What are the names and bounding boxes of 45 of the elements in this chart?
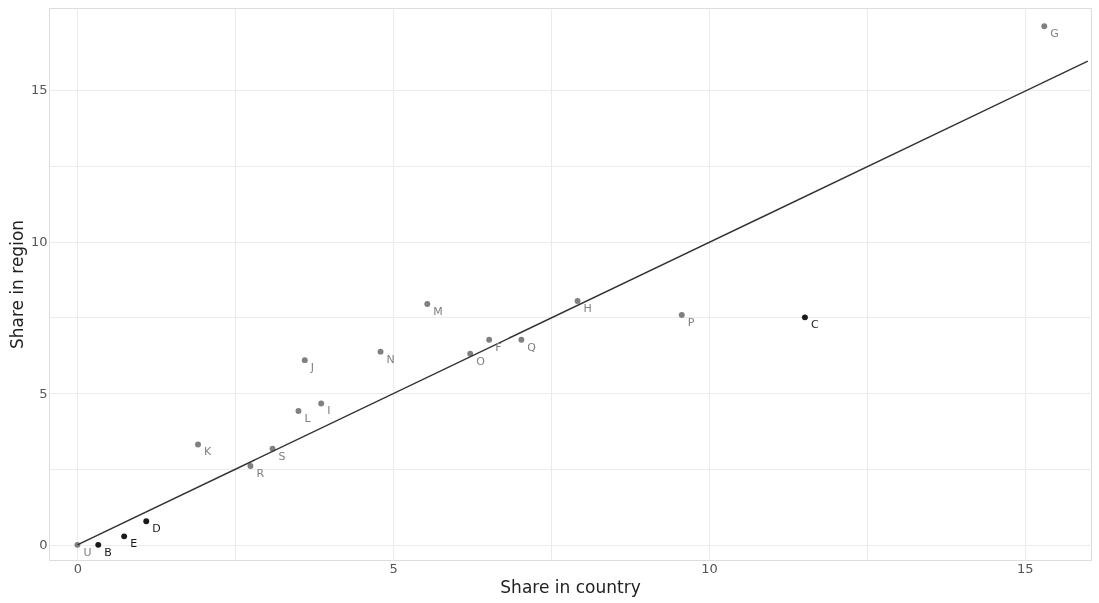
annotation: F — [495, 340, 502, 354]
annotation: G — [1050, 27, 1059, 41]
y-axis-title: Share in region — [6, 219, 27, 350]
annotation: J — [309, 361, 315, 375]
annotation: K — [204, 445, 213, 459]
point — [801, 314, 808, 321]
y-tick-label: 15 — [30, 82, 48, 98]
point — [95, 541, 102, 548]
point — [301, 357, 308, 364]
annotation: U — [83, 545, 92, 559]
point — [574, 298, 581, 304]
annotation: O — [476, 354, 486, 368]
x-tick-label: 10 — [701, 560, 718, 576]
x-axis-title: Share in country — [500, 576, 641, 597]
y-tick-label: 10 — [30, 234, 48, 250]
annotation: P — [687, 315, 695, 329]
y-tick-label: 5 — [39, 385, 48, 401]
point — [377, 348, 384, 355]
annotation: N — [386, 352, 395, 366]
point — [486, 336, 493, 343]
annotation: M — [433, 305, 443, 319]
annotation: S — [278, 449, 286, 463]
annotation: L — [304, 412, 312, 426]
point — [678, 311, 685, 318]
x-tick-label: 0 — [73, 560, 83, 576]
annotation: C — [810, 318, 819, 332]
point — [318, 400, 325, 407]
point — [121, 533, 128, 540]
point — [424, 301, 431, 307]
annotation: B — [104, 545, 112, 559]
annotation: I — [327, 404, 331, 418]
annotation: D — [152, 522, 161, 536]
x-tick-label: 15 — [1016, 560, 1034, 576]
annotation: E — [130, 537, 138, 551]
point — [143, 518, 150, 525]
x-tick-label: 5 — [389, 560, 398, 576]
annotation: H — [583, 301, 592, 315]
point — [1041, 23, 1048, 30]
point — [247, 463, 254, 469]
point — [295, 408, 302, 415]
annotation: Q — [527, 340, 537, 354]
point — [195, 441, 201, 448]
point — [518, 336, 525, 343]
y-tick-label: 0 — [39, 537, 48, 553]
annotation: R — [256, 466, 265, 480]
